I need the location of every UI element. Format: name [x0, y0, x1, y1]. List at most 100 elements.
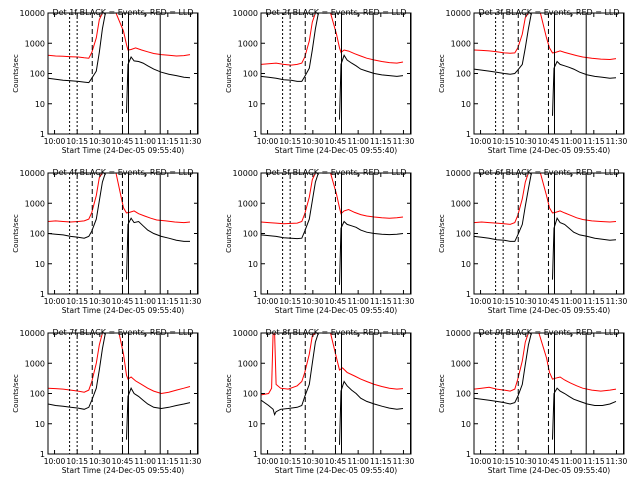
x-tick-label: 10:15	[492, 297, 514, 306]
plot-frame	[473, 172, 625, 295]
chart-panel: 1 10 100 1000 10000 10:00 10:15 10:30 10:45 11:00…	[438, 8, 627, 155]
series-line	[474, 13, 617, 61]
y-tick-label: 1	[466, 130, 471, 139]
series-line	[474, 333, 617, 392]
y-axis-label: Counts/sec	[438, 374, 446, 413]
series-line	[126, 217, 190, 280]
x-tick-label: 10:45	[325, 457, 347, 466]
x-tick-label: 10:30	[515, 137, 537, 146]
y-tick-label: 1	[253, 130, 258, 139]
series-line	[552, 217, 617, 280]
x-tick-label: 10:00	[44, 137, 66, 146]
x-tick-label: 11:30	[180, 457, 202, 466]
chart-title: Det 2f BLACK = Events, RED = LLD	[265, 8, 406, 17]
x-tick-label: 11:15	[370, 457, 392, 466]
x-tick-label: 11:30	[180, 297, 202, 306]
x-tick-label: 11:15	[370, 297, 392, 306]
y-tick-label: 1	[466, 450, 471, 459]
plot-frame	[473, 332, 625, 455]
x-axis-label: Start Time (24-Dec-05 09:55:40)	[488, 466, 610, 475]
series-line	[48, 173, 106, 239]
x-tick-label: 11:15	[157, 457, 179, 466]
x-tick-label: 11:00	[560, 457, 582, 466]
y-tick-label: 10000	[446, 169, 471, 178]
x-tick-label: 10:45	[538, 137, 560, 146]
x-tick-label: 10:00	[257, 137, 279, 146]
x-tick-label: 10:45	[538, 457, 560, 466]
y-tick-label: 10	[248, 420, 258, 429]
y-tick-label: 100	[456, 390, 471, 399]
y-tick-label: 1	[40, 290, 45, 299]
chart-title: Det 8f BLACK = Events, RED = LLD	[265, 328, 406, 337]
series-line	[261, 13, 404, 66]
x-tick-label: 11:30	[393, 457, 415, 466]
x-tick-label: 10:15	[66, 137, 88, 146]
chart-title: Det 7f BLACK = Events, RED = LLD	[52, 328, 193, 337]
chart-title: Det 1f BLACK = Events, RED = LLD	[52, 8, 193, 17]
y-tick-label: 100	[30, 70, 45, 79]
y-tick-label: 10000	[233, 9, 258, 18]
x-tick-label: 11:15	[583, 457, 605, 466]
x-tick-label: 10:15	[279, 457, 301, 466]
x-tick-label: 10:45	[325, 137, 347, 146]
x-tick-label: 11:00	[134, 137, 156, 146]
x-tick-label: 11:00	[347, 297, 369, 306]
y-axis-label: Counts/sec	[438, 54, 446, 93]
y-tick-label: 1000	[238, 359, 258, 368]
y-tick-label: 10000	[446, 329, 471, 338]
series-line	[474, 173, 532, 242]
x-tick-label: 10:30	[302, 297, 324, 306]
x-axis-label: Start Time (24-Dec-05 09:55:40)	[275, 306, 397, 315]
series-line	[339, 220, 404, 285]
y-tick-label: 10	[461, 260, 471, 269]
chart-title: Det 3f BLACK = Events, RED = LLD	[478, 8, 619, 17]
y-tick-label: 1000	[25, 359, 45, 368]
chart-panel: 1 10 100 1000 10000 10:00 10:15 10:30 10:45 11:00…	[225, 328, 414, 475]
x-tick-label: 10:30	[89, 457, 111, 466]
x-tick-label: 10:45	[112, 457, 134, 466]
chart-title: Det 4f BLACK = Events, RED = LLD	[52, 168, 193, 177]
x-axis-label: Start Time (24-Dec-05 09:55:40)	[488, 146, 610, 155]
y-axis-label: Counts/sec	[225, 54, 233, 93]
series-line	[261, 13, 319, 82]
x-axis-label: Start Time (24-Dec-05 09:55:40)	[62, 466, 184, 475]
x-axis-label: Start Time (24-Dec-05 09:55:40)	[62, 306, 184, 315]
y-axis-label: Counts/sec	[12, 54, 20, 93]
x-tick-label: 11:15	[370, 137, 392, 146]
x-tick-label: 10:00	[257, 457, 279, 466]
y-tick-label: 10	[35, 260, 45, 269]
x-tick-label: 11:00	[560, 297, 582, 306]
y-tick-label: 10000	[233, 169, 258, 178]
y-tick-label: 100	[243, 390, 258, 399]
chart-panel: 1 10 100 1000 10000 10:00 10:15 10:30 10:45 11:00…	[12, 168, 201, 315]
x-tick-label: 11:15	[157, 297, 179, 306]
y-tick-label: 10	[35, 420, 45, 429]
chart-panel: 1 10 100 1000 10000 10:00 10:15 10:30 10:45 11:00…	[438, 328, 627, 475]
chart-panel: 1 10 100 1000 10000 10:00 10:15 10:30 10:45 11:00…	[225, 8, 414, 155]
series-line	[261, 173, 404, 225]
y-tick-label: 100	[30, 390, 45, 399]
x-axis-label: Start Time (24-Dec-05 09:55:40)	[488, 306, 610, 315]
y-tick-label: 10000	[20, 9, 45, 18]
x-tick-label: 11:30	[606, 457, 628, 466]
x-tick-label: 10:15	[492, 457, 514, 466]
x-tick-label: 10:00	[44, 457, 66, 466]
series-line	[126, 387, 191, 440]
series-line	[339, 54, 404, 120]
plot-frame	[260, 332, 412, 455]
x-tick-label: 10:15	[279, 137, 301, 146]
series-line	[474, 13, 532, 75]
x-tick-label: 11:15	[157, 137, 179, 146]
series-line	[474, 333, 532, 405]
series-line	[552, 387, 617, 440]
series-line	[48, 333, 106, 410]
x-tick-label: 11:30	[606, 137, 628, 146]
series-line	[48, 13, 191, 59]
series-line	[261, 333, 404, 396]
y-tick-label: 10	[461, 420, 471, 429]
x-axis-label: Start Time (24-Dec-05 09:55:40)	[275, 146, 397, 155]
x-tick-label: 10:00	[470, 297, 492, 306]
chart-panel: 1 10 100 1000 10000 10:00 10:15 10:30 10:45 11:00…	[225, 168, 414, 315]
x-tick-label: 11:30	[393, 137, 415, 146]
x-tick-label: 10:00	[470, 457, 492, 466]
